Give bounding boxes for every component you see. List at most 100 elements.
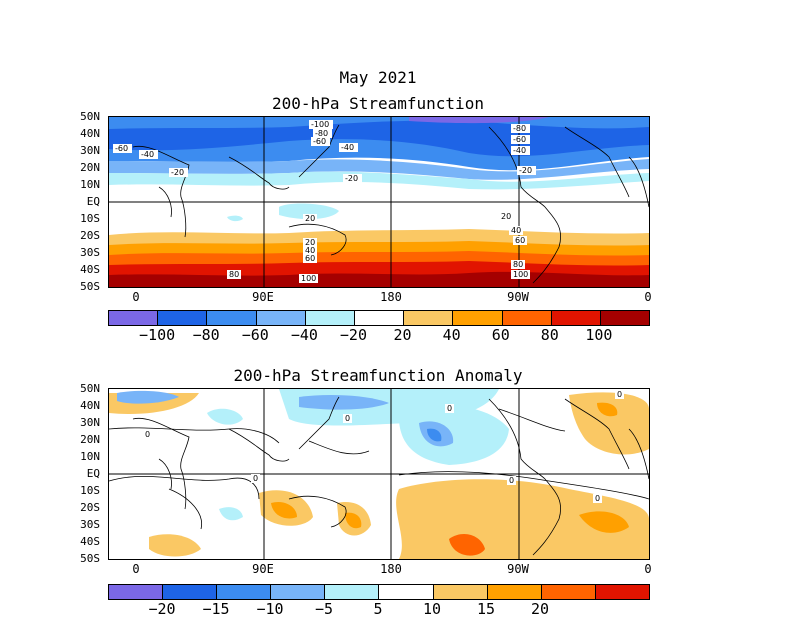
anom-pos-s-indian [149, 534, 201, 557]
colorbar-label: −20 [148, 600, 176, 618]
colorbar-swatch [163, 585, 218, 599]
anom-neg-e-pacific [398, 403, 509, 465]
contour-label: 0 [253, 474, 258, 483]
anom-pos-aus-core [271, 501, 297, 519]
contour-label-bg [313, 129, 332, 138]
band-minus-100-top [409, 117, 549, 124]
contour-label: -60 [313, 137, 326, 146]
top-coastlines [132, 124, 649, 284]
contour-label: -80 [513, 124, 526, 133]
bottom-contour-labels: 0 0 0 0 0 0 0 [143, 390, 624, 503]
contour-label-bg [509, 226, 523, 235]
anom-neg-nw [117, 390, 179, 404]
lon-label: 0 [132, 290, 140, 304]
colorbar-label: 20 [393, 326, 412, 344]
lat-label: 50N [80, 382, 100, 395]
contour-label: 20 [305, 238, 315, 247]
bottom-grid [109, 389, 649, 559]
colorbar-swatch [487, 585, 542, 599]
top-map-panel: -100 -80 -60 -40 -20 -60 -40 -20 -80 -60 -40 -20 20 2… [108, 116, 650, 288]
contour-label: 0 [595, 494, 600, 503]
colorbar-label: 20 [530, 600, 550, 618]
lon-label: 90W [507, 290, 529, 304]
colorbar-swatch [158, 311, 208, 325]
anom-neg-indian-mid [207, 408, 243, 425]
band-minus-20 [109, 171, 649, 190]
contour-label: 0 [345, 414, 350, 423]
colorbar-swatch [109, 311, 159, 325]
anom-pos-south-mid [579, 511, 629, 533]
lat-label: 40S [80, 263, 100, 276]
colorbar-label: −15 [202, 600, 230, 618]
lat-label: 40N [80, 399, 100, 412]
contour-label-bg [309, 120, 333, 129]
lat-label: 10N [80, 450, 100, 463]
anom-pos-south-core [449, 534, 485, 556]
contour-label: 20 [305, 214, 315, 223]
contour-label: 60 [515, 236, 525, 245]
contour-label: 80 [229, 270, 239, 279]
colorbar-label: 60 [491, 326, 510, 344]
lon-label: 0 [644, 290, 652, 304]
lat-label: 20S [80, 501, 100, 514]
colorbar-swatch [271, 585, 326, 599]
lat-label: 30S [80, 518, 100, 531]
contour-label: 100 [301, 274, 316, 283]
top-grid [109, 117, 649, 287]
colorbar-label: −20 [339, 326, 367, 344]
blob-west-pacific [279, 203, 339, 220]
colorbar-swatch [207, 311, 257, 325]
contour-label-bg [303, 238, 317, 247]
colorbar-label: −40 [290, 326, 318, 344]
contour-label-bg [593, 494, 602, 503]
colorbar-swatch [595, 585, 649, 599]
colorbar-swatch [541, 585, 596, 599]
contour-label-bg [517, 166, 536, 175]
contour-label: 40 [511, 226, 521, 235]
lon-label: 90E [252, 562, 274, 576]
contour-label: 0 [509, 476, 514, 485]
top-contour-labels: -100-80-60-40-20-60-40-20-80-60-40-20202… [113, 120, 536, 283]
anom-pos-tasman-core [345, 512, 362, 529]
colorbar-swatch [404, 311, 454, 325]
contour-label-bg [511, 124, 530, 133]
colorbar-swatch [305, 311, 355, 325]
contour-label-bg [311, 137, 330, 146]
contour-label: 0 [617, 390, 622, 399]
bottom-map-panel: 0 0 0 0 0 0 0 [108, 388, 650, 560]
lat-label: 10S [80, 212, 100, 225]
contour-label: -60 [115, 144, 128, 153]
contour-label: 80 [513, 260, 523, 269]
contour-label-bg [615, 390, 624, 399]
contour-label-bg [299, 274, 318, 283]
contour-label: -60 [513, 135, 526, 144]
lat-label: 40S [80, 535, 100, 548]
colorbar-swatch [217, 585, 272, 599]
contour-label: 20 [501, 212, 511, 221]
anom-neg-n-pacific-2 [299, 395, 389, 410]
anom-neg-e-pacific-deep [427, 428, 442, 442]
colorbar-label: 5 [373, 600, 383, 618]
colorbar-swatch [551, 311, 601, 325]
contour-label: -40 [513, 146, 526, 155]
colorbar-label: −100 [139, 326, 176, 344]
colorbar-swatch [354, 311, 405, 325]
lat-label: 10N [80, 178, 100, 191]
contour-label-bg [445, 404, 454, 413]
colorbar-swatch [600, 311, 650, 325]
bottom-map-svg: 0 0 0 0 0 0 0 [109, 389, 649, 559]
lat-label: 50N [80, 110, 100, 123]
contour-label-bg [511, 270, 530, 279]
colorbar-label: −80 [192, 326, 220, 344]
colorbar-label: 15 [476, 600, 496, 618]
contour-label: -40 [141, 150, 154, 159]
contour-label-bg [499, 212, 513, 221]
contour-label-bg [513, 236, 527, 245]
contour-label: -100 [311, 120, 329, 129]
colorbar-swatch [109, 585, 164, 599]
lat-label: 30N [80, 144, 100, 157]
colorbar-swatch [325, 585, 380, 599]
contour-label: -20 [519, 166, 532, 175]
lat-label: 30N [80, 416, 100, 429]
contour-label-bg [113, 144, 132, 153]
